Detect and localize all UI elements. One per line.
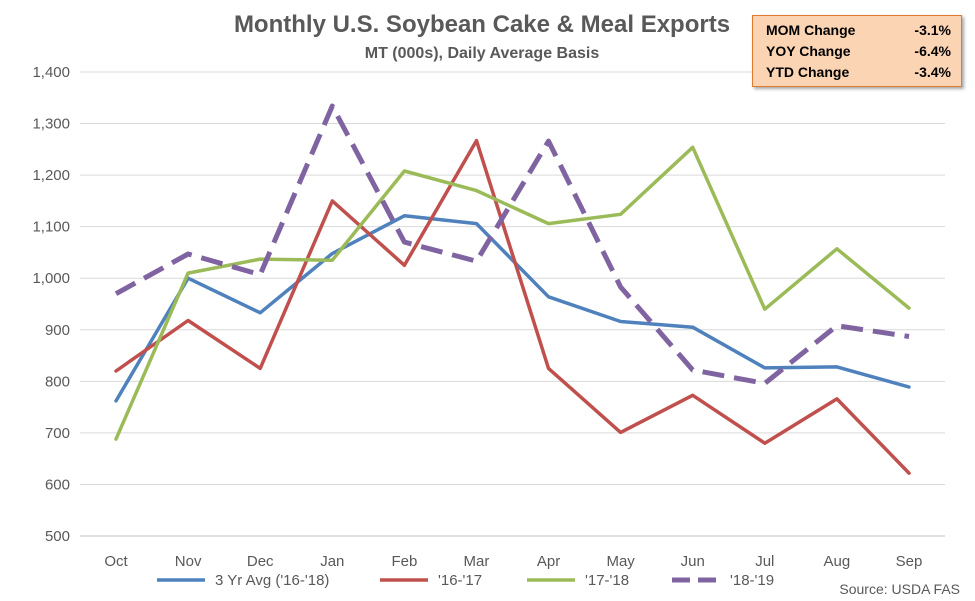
- series-line: [114, 214, 911, 403]
- x-tick-label: Jul: [755, 553, 774, 570]
- x-tick-label: Oct: [104, 553, 128, 570]
- source-note: Source: USDA FAS: [839, 581, 960, 597]
- y-tick-label: 700: [45, 425, 70, 442]
- x-tick-label: Mar: [464, 553, 490, 570]
- y-tick-label: 1,400: [32, 64, 70, 81]
- stat-row-ytd: YTD Change -3.4%: [766, 62, 951, 83]
- stat-label: YTD Change: [766, 64, 850, 80]
- stat-value: -3.4%: [914, 64, 951, 80]
- y-tick-label: 900: [45, 322, 70, 339]
- x-tick-label: Jun: [681, 553, 705, 570]
- axes: 500 600 700 800 900 1,000 1,100 1,200 1,300 1,400…: [32, 64, 945, 570]
- stat-value: -3.1%: [914, 22, 951, 38]
- legend-label: '18-'19: [730, 572, 774, 589]
- y-tick-label: 1,200: [32, 167, 70, 184]
- stat-label: MOM Change: [766, 22, 856, 38]
- series-line: [114, 103, 910, 386]
- y-tick-label: 800: [45, 373, 70, 390]
- stats-box: MOM Change -3.1% YOY Change -6.4% YTD Ch…: [752, 15, 962, 87]
- series-line: [114, 138, 911, 475]
- series-line: [114, 145, 911, 441]
- x-tick-label: Aug: [824, 553, 851, 570]
- stat-value: -6.4%: [914, 43, 951, 59]
- stat-row-yoy: YOY Change -6.4%: [766, 41, 951, 62]
- chart-subtitle: MT (000s), Daily Average Basis: [365, 45, 600, 62]
- x-tick-label: Dec: [247, 553, 274, 570]
- x-tick-label: Jan: [320, 553, 344, 570]
- chart-title: Monthly U.S. Soybean Cake & Meal Exports: [234, 11, 730, 38]
- stat-label: YOY Change: [766, 43, 851, 59]
- x-tick-label: Nov: [175, 553, 202, 570]
- x-tick-label: Feb: [391, 553, 417, 570]
- y-tick-label: 1,300: [32, 116, 70, 133]
- gridlines: [80, 71, 945, 537]
- y-tick-label: 500: [45, 528, 70, 545]
- y-tick-label: 1,000: [32, 270, 70, 287]
- legend-label: 3 Yr Avg ('16-'18): [215, 572, 329, 589]
- legend: 3 Yr Avg ('16-'18) '16-'17 '17-'18 '18-'19: [157, 572, 774, 589]
- y-tick-label: 600: [45, 476, 70, 493]
- legend-label: '17-'18: [585, 572, 629, 589]
- x-tick-label: May: [606, 553, 635, 570]
- x-tick-label: Apr: [537, 553, 560, 570]
- legend-label: '16-'17: [438, 572, 482, 589]
- series-lines: [114, 103, 911, 475]
- x-tick-label: Sep: [896, 553, 923, 570]
- stat-row-mom: MOM Change -3.1%: [766, 20, 951, 41]
- y-tick-label: 1,100: [32, 219, 70, 236]
